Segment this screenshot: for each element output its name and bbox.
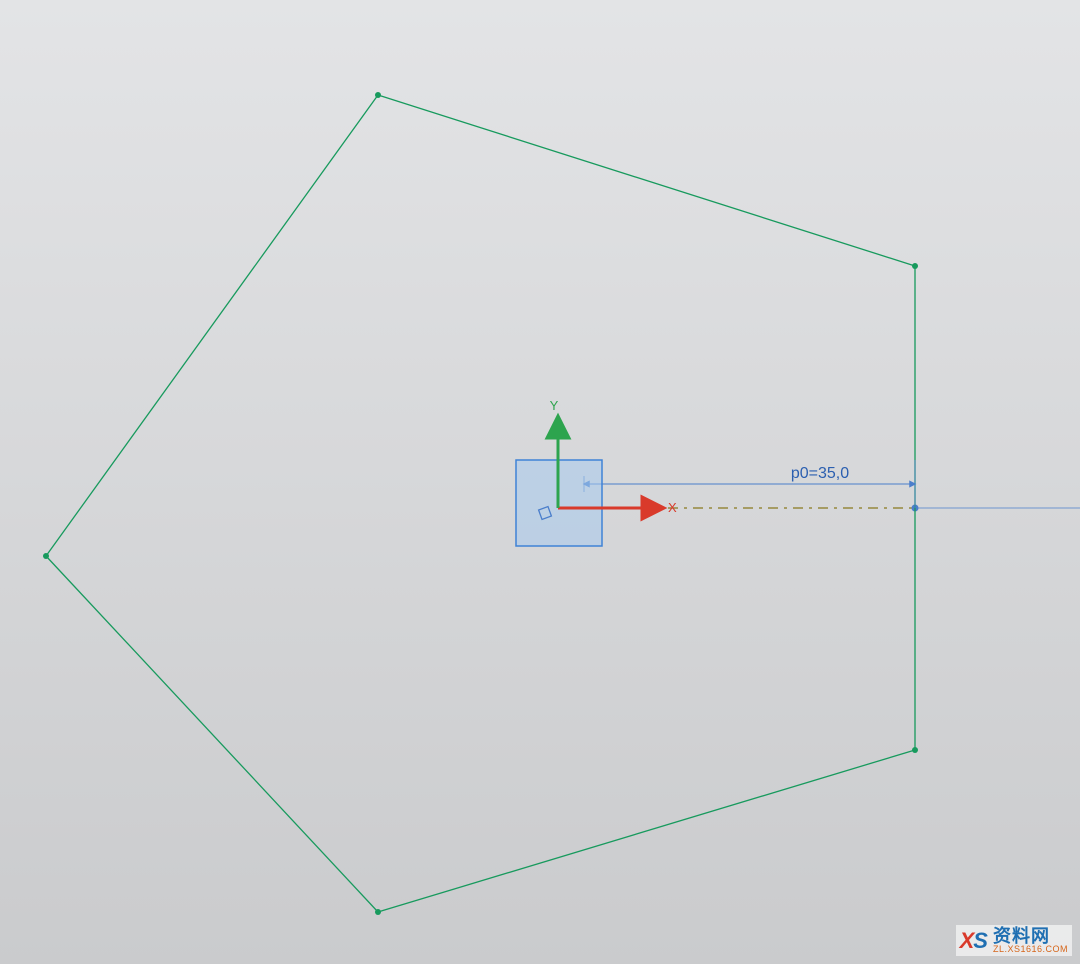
polygon-vertex (43, 553, 49, 559)
watermark-xs-icon: XS (960, 928, 987, 954)
watermark-url: ZL.XS1616.COM (993, 945, 1068, 954)
watermark-logo: XS 资料网 ZL.XS1616.COM (956, 925, 1072, 956)
x-axis-label: X (668, 500, 677, 515)
polygon-vertex (375, 92, 381, 98)
polygon-vertex (375, 909, 381, 915)
polygon-vertex (912, 263, 918, 269)
cad-sketch-canvas[interactable]: p0=35,0 X Y XS 资料网 ZL.XS1616.COM (0, 0, 1080, 964)
watermark-name: 资料网 (993, 927, 1068, 945)
dimension-label[interactable]: p0=35,0 (791, 465, 849, 482)
polygon-vertex (912, 747, 918, 753)
y-axis-label: Y (550, 398, 559, 413)
